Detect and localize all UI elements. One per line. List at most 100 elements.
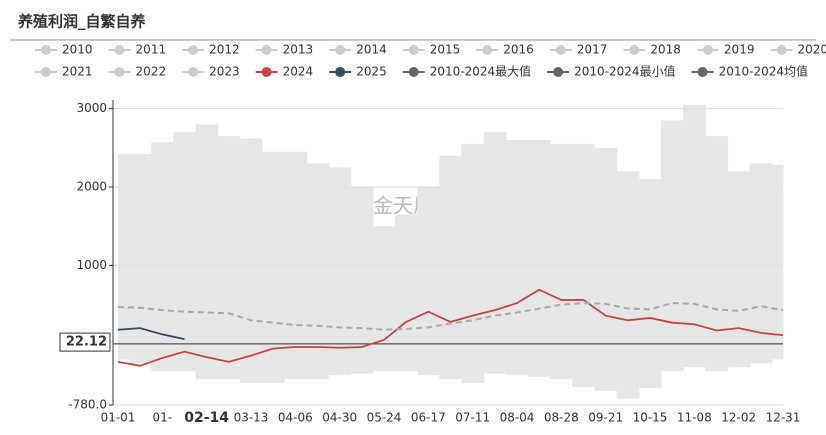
legend-dot [41, 67, 51, 77]
range-band [461, 143, 485, 384]
range-band [771, 165, 784, 360]
y-tick-label: 3000 [76, 101, 107, 115]
range-band [439, 155, 463, 380]
range-band [683, 104, 706, 368]
range-band [483, 132, 507, 374]
legend-label: 2018 [650, 43, 681, 57]
legend-dot [408, 45, 419, 55]
legend-dot [482, 45, 493, 55]
x-tick-label: 01-01 [101, 411, 136, 425]
range-band [528, 139, 551, 377]
range-band [727, 171, 751, 368]
legend-label: 2011 [136, 43, 167, 57]
legend-item[interactable]: 2018 [623, 43, 681, 57]
legend-item[interactable]: 2012 [182, 43, 240, 57]
series-line [117, 288, 784, 367]
range-band [173, 132, 197, 372]
legend-item[interactable]: 2024 [255, 65, 314, 79]
legend-dot [702, 45, 713, 55]
x-tick-label: 06-17 [411, 411, 446, 425]
range-band [417, 187, 440, 376]
x-tick-label: 09-21 [588, 411, 623, 425]
range-band [239, 138, 263, 384]
legend-item[interactable]: 2010-2024最大值 [402, 64, 531, 79]
y-tick-label: -780.0 [68, 398, 107, 412]
legend-label: 2010 [62, 43, 93, 57]
legend-label: 2012 [209, 43, 240, 57]
legend-label: 2024 [283, 65, 314, 79]
legend-label: 2019 [724, 43, 755, 57]
range-band [129, 154, 152, 364]
legend-label: 2025 [356, 65, 387, 79]
x-tick-label: 10-15 [633, 411, 668, 425]
legend-label: 2013 [283, 43, 314, 57]
legend-item[interactable]: 2010-2024均值 [691, 64, 808, 79]
legend-label: 2010-2024最小值 [574, 64, 675, 79]
x-tick-label: 03-13 [234, 411, 269, 425]
x-tick-label: 07-11 [455, 411, 490, 425]
x-tick-label: 02-14 [184, 410, 229, 426]
legend-label: 2010-2024最大值 [430, 64, 531, 79]
legend-dot [629, 45, 640, 55]
legend-dot [335, 67, 346, 77]
chart-title: 养殖利润_自繁自养 [17, 13, 147, 31]
x-tick-label: 08-28 [544, 411, 579, 425]
x-tick-label: 04-30 [322, 411, 357, 425]
legend-item[interactable]: 2022 [108, 65, 167, 79]
pointer-box [59, 332, 111, 352]
legend-item[interactable]: 2010-2024最小值 [547, 64, 676, 79]
legend-label: 2015 [430, 43, 461, 57]
legend-label: 2020 [797, 43, 826, 57]
legend-item[interactable]: 2014 [329, 43, 387, 57]
legend-dot [114, 67, 125, 77]
legend-dot [408, 67, 419, 77]
legend-item[interactable]: 2011 [108, 43, 167, 57]
range-band [594, 147, 618, 391]
x-tick-label: 04-06 [278, 411, 313, 425]
legend-item[interactable]: 2021 [35, 65, 93, 79]
legend-dot [776, 45, 787, 55]
legend-item[interactable]: 2019 [696, 43, 755, 57]
y-tick-label: 2000 [76, 180, 107, 194]
legend-label: 2021 [62, 65, 93, 79]
legend-dot [114, 45, 125, 55]
range-band [262, 151, 285, 384]
range-band [749, 163, 773, 364]
legend-dot [697, 67, 708, 77]
legend-item[interactable]: 2017 [549, 43, 608, 57]
legend-item[interactable]: 2020 [770, 43, 826, 57]
range-band [550, 143, 573, 380]
range-band [151, 142, 174, 372]
legend-item[interactable]: 2025 [329, 65, 387, 79]
legend-item[interactable]: 2010 [35, 43, 93, 57]
legend-item[interactable]: 2023 [182, 65, 240, 79]
legend-item[interactable]: 2013 [255, 43, 314, 57]
legend-dot [41, 45, 51, 55]
series-line [117, 327, 185, 341]
x-tick-label: 12-02 [721, 411, 756, 425]
range-band [118, 154, 130, 360]
legend-dot [555, 45, 566, 55]
range-band [505, 139, 529, 376]
legend-item[interactable]: 2016 [476, 43, 534, 57]
range-band [661, 120, 684, 372]
x-tick-label: 01- [153, 411, 173, 425]
legend-label: 2023 [209, 65, 240, 79]
legend-label: 2017 [577, 43, 608, 57]
legend-label: 2014 [356, 43, 387, 57]
range-band [195, 124, 219, 380]
legend-dot [335, 45, 346, 55]
range-band [705, 136, 729, 372]
x-tick-label: 08-04 [500, 411, 535, 425]
range-band [372, 226, 396, 372]
legend-dot [188, 45, 199, 55]
range-band [395, 214, 418, 372]
legend-dot [188, 67, 199, 77]
legend-item[interactable]: 2015 [402, 43, 461, 57]
legend-label: 2022 [136, 65, 167, 79]
range-band [350, 187, 374, 374]
pointer-label: 22.12 [66, 335, 107, 350]
range-band [638, 179, 662, 388]
